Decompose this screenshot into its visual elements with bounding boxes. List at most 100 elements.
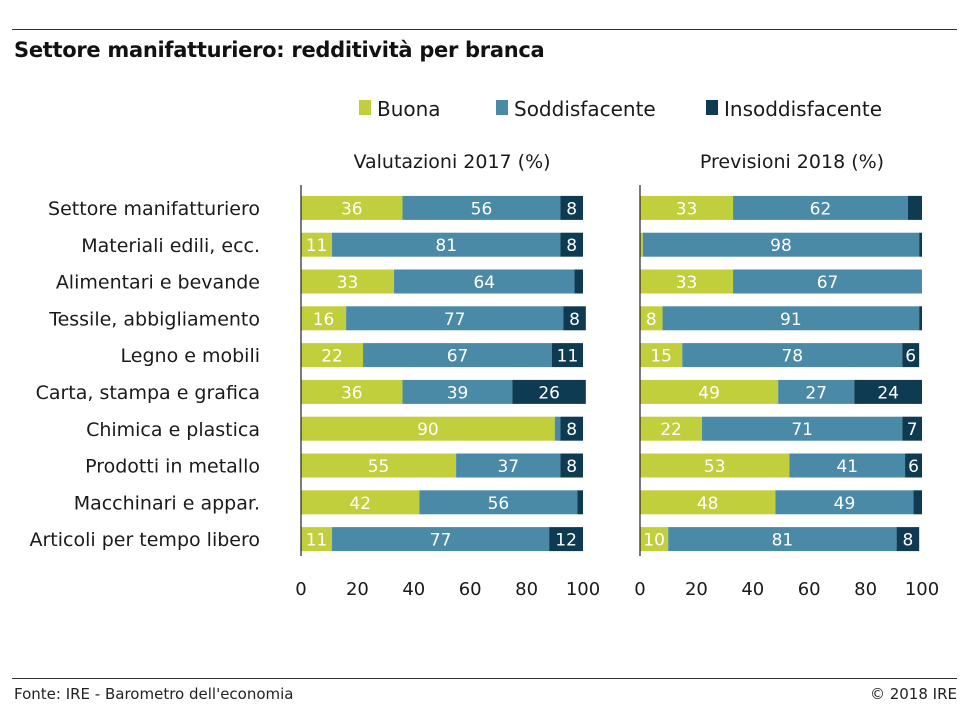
data-label: 6 [905, 347, 916, 367]
bar-segment-buona [301, 379, 403, 404]
data-label: 10 [643, 531, 665, 551]
bar-segment-buona [301, 453, 457, 478]
category-label: Tessile, abbigliamento [48, 308, 260, 330]
bar-segment-insoddisfacente [563, 306, 586, 331]
legend-label-3: Insoddisfacente [724, 97, 882, 121]
bar-segment-buona [640, 195, 734, 220]
bar-segment-buona [640, 306, 663, 331]
bar-segment-soddisfacente [332, 232, 561, 257]
bar-segment-insoddisfacente [854, 379, 922, 404]
bar-segment-buona [301, 416, 555, 441]
data-label: 55 [368, 457, 390, 477]
bar-segment-buona [301, 306, 347, 331]
bar-segment-buona [640, 453, 790, 478]
legend-label-2: Soddisfacente [514, 97, 656, 121]
footer-copyright: © 2018 IRE [869, 685, 957, 703]
data-label: 53 [704, 457, 726, 477]
bar-segment-insoddisfacente [919, 306, 922, 331]
bar-segment-soddisfacente [346, 306, 564, 331]
data-label: 67 [447, 347, 469, 367]
data-label: 11 [557, 347, 579, 367]
data-label: 49 [834, 494, 856, 514]
data-label: 7 [907, 420, 918, 440]
tick-label: 100 [905, 579, 939, 600]
data-label: 67 [817, 273, 839, 293]
data-label: 81 [435, 236, 457, 256]
data-label: 11 [306, 236, 328, 256]
bar-segment-insoddisfacente [574, 269, 583, 294]
legend-swatch-3 [706, 100, 718, 115]
data-label: 91 [780, 310, 802, 330]
data-label: 56 [471, 199, 493, 219]
category-label: Articoli per tempo libero [29, 529, 260, 551]
bar-segment-buona [640, 232, 643, 257]
legend-label-1: Buona [377, 97, 441, 121]
data-label: 8 [569, 310, 580, 330]
bar-segment-soddisfacente [554, 416, 561, 441]
bar-segment-soddisfacente [778, 379, 855, 404]
data-label: 48 [697, 494, 719, 514]
bar-segment-buona [301, 195, 403, 220]
bar-segment-insoddisfacente [549, 527, 583, 552]
legend-swatch-1 [359, 100, 371, 115]
data-label: 8 [566, 457, 577, 477]
data-label: 8 [566, 199, 577, 219]
data-label: 81 [772, 531, 794, 551]
bar-segment-insoddisfacente [919, 232, 922, 257]
bar-segment-insoddisfacente [913, 490, 922, 515]
bar-segment-buona [640, 343, 683, 368]
data-label: 39 [447, 383, 469, 403]
bar-segment-soddisfacente [419, 490, 578, 515]
data-label: 22 [660, 420, 682, 440]
tick-label: 0 [634, 579, 645, 600]
bar-segment-buona [301, 527, 333, 552]
tick-label: 80 [515, 579, 538, 600]
data-label: 71 [791, 420, 813, 440]
data-label: 8 [646, 310, 657, 330]
bar-segment-buona [640, 269, 734, 294]
bar-segment-soddisfacente [789, 453, 906, 478]
bar-segment-buona [301, 490, 420, 515]
data-label: 12 [555, 531, 577, 551]
data-label: 49 [698, 383, 720, 403]
bar-segment-soddisfacente [456, 453, 561, 478]
data-label: 33 [337, 273, 359, 293]
category-label: Chimica e plastica [86, 419, 260, 441]
data-label: 78 [781, 347, 803, 367]
data-label: 8 [902, 531, 913, 551]
bar-segment-soddisfacente [775, 490, 914, 515]
bar-segment-buona [301, 343, 364, 368]
tick-label: 100 [566, 579, 600, 600]
bar-segment-soddisfacente [733, 269, 922, 294]
data-label: 16 [313, 310, 335, 330]
bar-segment-soddisfacente [733, 195, 908, 220]
bar-segment-soddisfacente [662, 306, 920, 331]
tick-label: 20 [346, 579, 369, 600]
bar-segment-insoddisfacente [560, 453, 583, 478]
tick-label: 0 [295, 579, 306, 600]
data-label: 77 [430, 531, 452, 551]
data-label: 22 [321, 347, 343, 367]
bar-segment-soddisfacente [668, 527, 897, 552]
data-label: 8 [566, 236, 577, 256]
data-label: 33 [676, 273, 698, 293]
category-label: Prodotti in metallo [85, 456, 260, 478]
bar-segment-insoddisfacente [907, 195, 922, 220]
bar-segment-insoddisfacente [577, 490, 583, 515]
tick-label: 60 [459, 579, 482, 600]
category-label: Settore manifatturiero [48, 198, 260, 220]
category-label: Carta, stampa e grafica [36, 382, 260, 404]
bar-segment-soddisfacente [332, 527, 550, 552]
data-label: 90 [417, 420, 439, 440]
data-label: 27 [805, 383, 827, 403]
data-label: 15 [650, 347, 672, 367]
top-rule [12, 29, 957, 30]
bar-segment-insoddisfacente [905, 453, 922, 478]
data-label: 26 [538, 383, 560, 403]
bar-segment-buona [301, 232, 333, 257]
data-label: 36 [341, 383, 363, 403]
legend-swatch-2 [496, 100, 508, 115]
data-label: 33 [676, 199, 698, 219]
chart-title: Settore manifatturiero: redditività per … [14, 38, 545, 62]
bar-segment-insoddisfacente [902, 343, 920, 368]
